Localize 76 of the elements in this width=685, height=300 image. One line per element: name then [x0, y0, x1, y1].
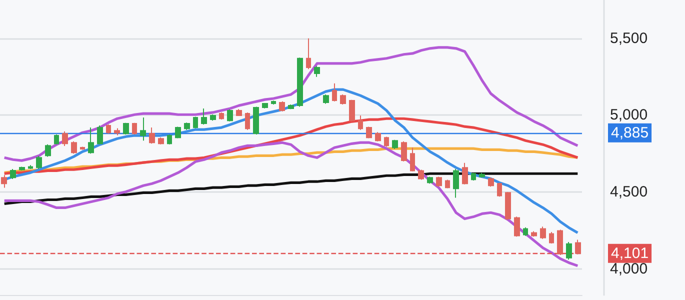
candlestick	[306, 38, 311, 70]
candlestick	[210, 114, 216, 122]
candlestick	[557, 229, 563, 256]
candlestick	[28, 164, 33, 170]
candlestick	[106, 124, 111, 134]
y-tick-label: 5,000	[610, 106, 648, 124]
candlestick	[193, 116, 198, 129]
candlestick	[167, 134, 172, 145]
candlestick	[436, 176, 442, 188]
candlestick	[262, 102, 268, 109]
candlestick	[149, 127, 155, 144]
candlestick	[288, 104, 294, 110]
candlestick	[80, 146, 85, 150]
candlestick	[332, 82, 337, 102]
candlestick	[349, 99, 355, 122]
candlestick	[114, 128, 120, 136]
candlestick	[418, 169, 424, 180]
candlestick	[566, 241, 572, 260]
candlestick	[445, 179, 450, 189]
candlestick	[236, 108, 242, 117]
candlestick	[471, 172, 476, 182]
candlestick	[132, 122, 137, 135]
candlestick	[36, 155, 42, 170]
line-series	[3, 172, 579, 206]
candlestick	[410, 147, 415, 172]
candlestick	[62, 130, 68, 146]
candlestick	[140, 117, 146, 142]
candlestick	[462, 162, 468, 185]
candlestick	[340, 94, 346, 105]
candlestick	[392, 139, 398, 150]
candlestick	[123, 122, 129, 135]
candlestick	[523, 226, 528, 236]
candlestick	[1, 174, 7, 188]
candlestick	[54, 134, 59, 145]
candlestick	[505, 192, 511, 220]
y-tick-label: 4,000	[610, 260, 648, 278]
candlestick	[245, 112, 250, 130]
candlestick	[271, 100, 276, 105]
candlestick	[227, 108, 233, 122]
candlestick	[297, 57, 303, 108]
candlestick	[19, 166, 25, 172]
candlestick	[10, 168, 16, 180]
candlestick	[575, 239, 581, 255]
candlestick	[88, 127, 94, 154]
candlestick	[253, 106, 259, 135]
line-series	[3, 141, 579, 268]
candlestick	[453, 168, 459, 198]
candlestick	[97, 125, 103, 145]
candlestick	[219, 112, 224, 120]
candlestick	[358, 115, 363, 130]
candlestick	[45, 144, 51, 158]
y-tick-label: 5,500	[610, 30, 648, 47]
candlestick	[201, 108, 207, 125]
candlestick	[479, 172, 485, 178]
candlestick	[184, 122, 190, 130]
candlestick	[488, 176, 494, 188]
candlestick	[366, 126, 372, 139]
candlestick	[71, 140, 77, 154]
ref-line-label: 4,101	[611, 244, 649, 262]
candlestick	[514, 216, 520, 238]
candlestick	[375, 132, 381, 142]
candlestick	[279, 100, 285, 112]
ref-line-label: 4,885	[611, 124, 649, 142]
candlestick	[175, 126, 181, 139]
candlestick	[531, 230, 537, 238]
candlestick	[540, 226, 546, 240]
line-series	[3, 46, 579, 162]
candlestick	[314, 66, 320, 78]
candlestick	[384, 136, 389, 148]
candlestick	[549, 232, 554, 244]
candlestick	[323, 94, 329, 104]
candlestick	[427, 176, 433, 184]
y-tick-label: 4,500	[610, 184, 648, 201]
candlestick	[401, 140, 407, 162]
candlestick	[497, 182, 502, 198]
candlestick	[158, 137, 164, 145]
